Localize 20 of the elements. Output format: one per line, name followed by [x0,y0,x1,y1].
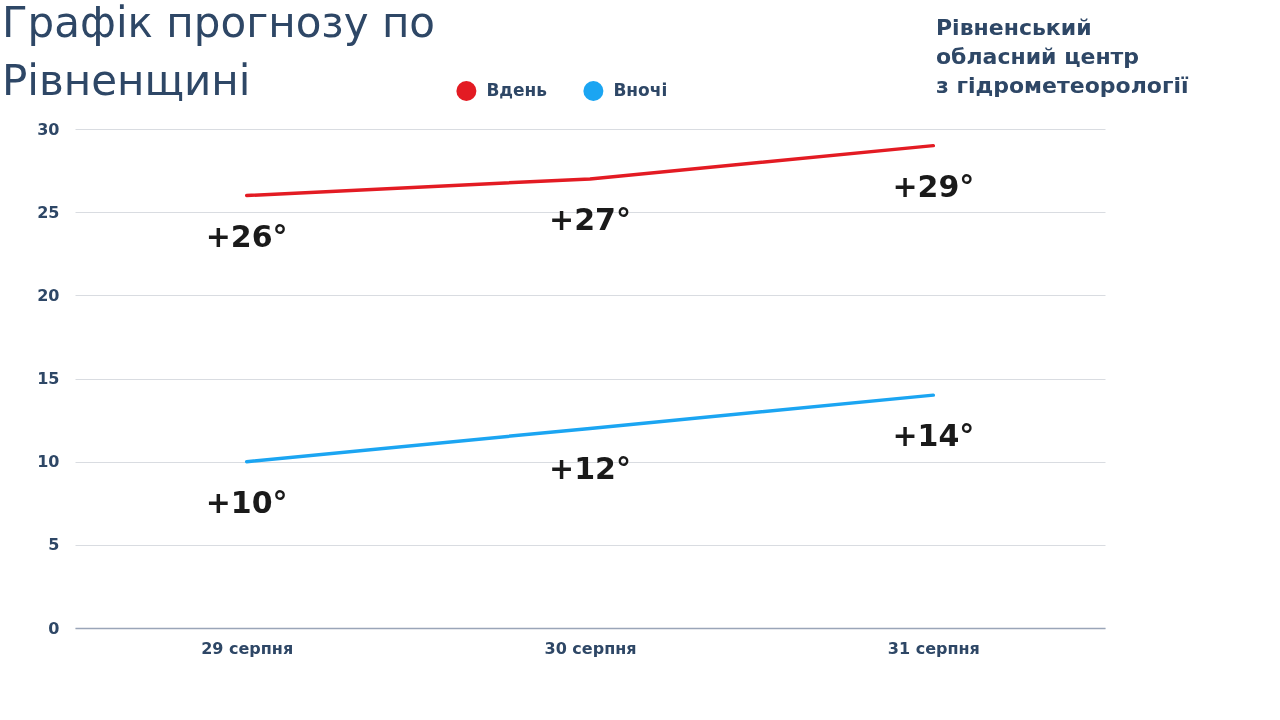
y-tick-label: 0 [48,618,60,638]
x-tick-label: 30 серпня [544,638,637,658]
data-label: +14° [892,418,975,454]
chart-title: Графік прогнозу по Рівненщині [2,0,436,105]
legend-label: Вночі [613,80,668,100]
y-tick-label: 25 [37,202,60,222]
y-tick-label: 20 [37,285,60,305]
data-label: +29° [892,168,975,204]
y-tick-label: 5 [48,535,60,555]
x-tick-label: 29 серпня [201,638,294,658]
legend-label: Вдень [486,80,548,100]
y-tick-label: 15 [37,369,60,388]
data-label: +12° [549,451,631,487]
data-label: +26° [205,218,288,254]
x-tick-label: 31 серпня [887,638,980,658]
data-label: +27° [549,201,631,237]
text: Рівненський обласний центр з гідрометеорології [936,15,1189,98]
data-label: +10° [205,484,288,520]
y-tick-label: 10 [37,452,60,472]
y-tick-label: 30 [37,119,60,139]
